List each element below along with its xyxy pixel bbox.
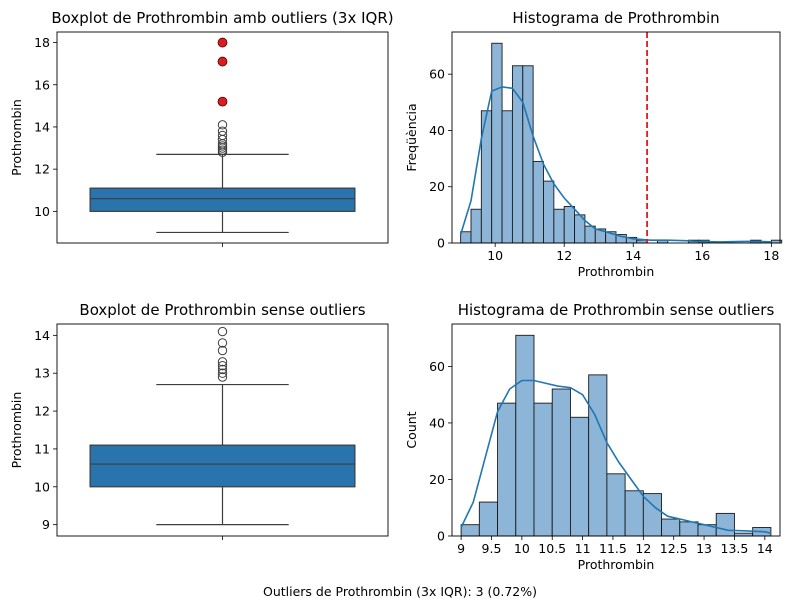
x-tick-label: 14 xyxy=(625,248,641,263)
y-tick-label: 40 xyxy=(429,415,445,430)
histogram-bar xyxy=(624,490,644,537)
y-tick-label: 0 xyxy=(437,236,445,251)
histogram-bar xyxy=(551,388,571,537)
flier-point xyxy=(217,338,228,348)
histogram-bar xyxy=(588,374,608,537)
y-tick-label: 60 xyxy=(429,359,445,374)
histogram-bar xyxy=(606,473,626,537)
flier-point xyxy=(217,126,228,136)
chart-title: Histograma de Prothrombin xyxy=(512,9,719,27)
y-tick-label: 10 xyxy=(34,479,50,494)
flier-point xyxy=(217,372,228,382)
histogram-bar xyxy=(543,180,555,244)
flier-point xyxy=(217,345,228,356)
x-tick-label: 10 xyxy=(487,248,503,263)
chart-panel-1: Boxplot de Prothrombin amb outliers (3x … xyxy=(9,9,394,247)
histogram-bar xyxy=(679,521,699,537)
x-tick-label: 9 xyxy=(457,541,465,556)
histogram-bar xyxy=(501,110,513,244)
chart-title: Boxplot de Prothrombin amb outliers (3x … xyxy=(51,9,393,27)
y-tick-label: 40 xyxy=(429,123,445,138)
chart-panel-4: Histograma de Prothrombin sense outliers… xyxy=(404,301,781,572)
x-tick-label: 12.5 xyxy=(660,541,688,556)
histogram-bar xyxy=(511,65,524,244)
x-tick-label: 13 xyxy=(696,541,712,556)
x-tick-label: 10.5 xyxy=(538,541,566,556)
histogram-bar xyxy=(478,501,499,537)
x-tick-label: 12 xyxy=(556,248,572,263)
flier-point xyxy=(217,145,228,155)
y-tick-label: 20 xyxy=(429,472,445,487)
outlier-point xyxy=(217,37,228,48)
x-tick-label: 14 xyxy=(757,541,773,556)
histogram-bar xyxy=(522,65,534,244)
histogram-bar xyxy=(569,416,590,537)
flier-point xyxy=(217,130,228,141)
kde-line xyxy=(460,379,772,534)
y-axis-label: Count xyxy=(404,411,419,448)
y-tick-label: 12 xyxy=(34,162,50,177)
x-tick-label: 16 xyxy=(694,248,710,263)
y-tick-label: 18 xyxy=(34,35,50,50)
flier-point xyxy=(217,364,228,375)
axes-frame xyxy=(56,323,389,537)
histogram-bar xyxy=(533,402,553,537)
x-tick-label: 13.5 xyxy=(721,541,749,556)
chart-title: Histograma de Prothrombin sense outliers xyxy=(458,301,775,319)
x-tick-label: 18 xyxy=(763,248,779,263)
histogram-bar xyxy=(563,205,576,244)
y-tick-label: 20 xyxy=(429,179,445,194)
y-tick-label: 9 xyxy=(42,517,50,532)
box-iqr xyxy=(89,444,356,488)
chart-panel-2: Histograma de Prothrombin 10 12 14 16 18 Proth… xyxy=(404,9,783,279)
footer-caption: Outliers de Prothrombin (3x IQR): 3 (0.7… xyxy=(262,584,538,599)
y-tick-label: 12 xyxy=(34,404,50,419)
y-tick-label: 13 xyxy=(34,366,50,381)
histogram-bar xyxy=(532,160,544,244)
y-tick-label: 60 xyxy=(429,67,445,82)
y-tick-label: 14 xyxy=(34,328,50,343)
histogram-bar xyxy=(491,42,503,244)
kde-line xyxy=(459,86,772,243)
flier-point xyxy=(217,368,228,378)
chart-panel-3: Boxplot de Prothrombin sense outliers 9 10… xyxy=(9,301,389,540)
y-tick-label: 14 xyxy=(34,119,50,134)
axes-frame xyxy=(451,323,781,537)
axes-frame xyxy=(451,31,781,244)
flier-point xyxy=(217,360,228,371)
x-tick-label: 11 xyxy=(575,541,591,556)
flier-point xyxy=(217,120,228,130)
histogram-bar xyxy=(460,231,472,244)
x-tick-label: 11.5 xyxy=(599,541,627,556)
y-tick-label: 0 xyxy=(437,529,445,544)
x-tick-label: 12 xyxy=(635,541,651,556)
y-tick-label: 16 xyxy=(34,77,50,92)
y-axis-label: Prothrombin xyxy=(9,99,24,176)
flier-point xyxy=(217,141,228,151)
y-tick-label: 11 xyxy=(34,441,50,456)
y-axis-label: Prothrombin xyxy=(9,392,24,469)
axes-frame xyxy=(56,31,389,244)
y-axis-label: Freqüència xyxy=(404,103,419,171)
x-axis-label: Prothrombin xyxy=(578,557,655,572)
flier-point xyxy=(217,326,228,337)
flier-point xyxy=(217,357,228,367)
histogram-bar xyxy=(515,334,535,537)
x-tick-label: 10 xyxy=(514,541,530,556)
outlier-point xyxy=(217,56,228,67)
chart-title: Boxplot de Prothrombin sense outliers xyxy=(79,301,365,319)
histogram-bar xyxy=(470,208,482,244)
histogram-bar xyxy=(497,402,517,537)
x-tick-label: 9.5 xyxy=(482,541,502,556)
histogram-bar xyxy=(715,512,735,537)
histogram-bar xyxy=(553,208,565,244)
box-iqr xyxy=(89,187,356,212)
y-tick-label: 10 xyxy=(34,204,50,219)
histogram-bar xyxy=(661,518,681,537)
histogram-bar xyxy=(460,524,480,537)
x-axis-label: Prothrombin xyxy=(578,264,655,279)
outlier-point xyxy=(217,96,228,107)
